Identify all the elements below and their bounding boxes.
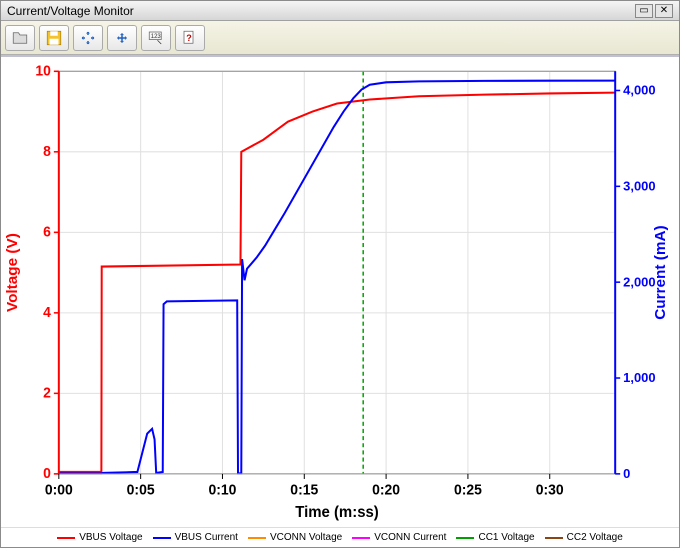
legend-item[interactable]: CC1 Voltage <box>456 532 534 543</box>
legend-label: CC1 Voltage <box>478 532 534 543</box>
svg-text:2,000: 2,000 <box>623 274 655 289</box>
svg-text:0:30: 0:30 <box>536 481 564 497</box>
toolbar: 123 ? <box>1 21 679 55</box>
svg-text:1,000: 1,000 <box>623 370 655 385</box>
legend-swatch <box>352 537 370 539</box>
close-button[interactable]: ✕ <box>655 4 673 18</box>
svg-text:0:05: 0:05 <box>127 481 155 497</box>
legend-label: VCONN Current <box>374 532 446 543</box>
open-button[interactable] <box>5 25 35 51</box>
cursor-readout-button[interactable]: 123 <box>141 25 171 51</box>
legend-label: VBUS Current <box>175 532 238 543</box>
svg-text:0:20: 0:20 <box>372 481 400 497</box>
cursor-readout-icon: 123 <box>147 29 165 47</box>
legend: VBUS Voltage VBUS Current VCONN Voltage VCO… <box>1 527 679 547</box>
legend-label: VCONN Voltage <box>270 532 342 543</box>
svg-text:8: 8 <box>43 143 51 159</box>
chart-area[interactable]: 0 2 4 6 8 10 0 1,000 2,000 3,000 4,000 0:00 0:05 0:10… <box>1 55 679 527</box>
help-icon: ? <box>181 29 199 47</box>
svg-text:123: 123 <box>151 34 162 40</box>
legend-item[interactable]: CC2 Voltage <box>545 532 623 543</box>
svg-text:0:15: 0:15 <box>290 481 318 497</box>
titlebar: Current/Voltage Monitor ▭ ✕ <box>1 1 679 21</box>
legend-swatch <box>57 537 75 539</box>
legend-swatch <box>248 537 266 539</box>
svg-text:3,000: 3,000 <box>623 178 655 193</box>
legend-item[interactable]: VBUS Voltage <box>57 532 142 543</box>
svg-text:4: 4 <box>43 304 51 320</box>
legend-item[interactable]: VBUS Current <box>153 532 238 543</box>
legend-swatch <box>545 537 563 539</box>
legend-item[interactable]: VCONN Current <box>352 532 446 543</box>
legend-item[interactable]: VCONN Voltage <box>248 532 342 543</box>
save-button[interactable] <box>39 25 69 51</box>
svg-text:6: 6 <box>43 223 51 239</box>
open-icon <box>11 29 29 47</box>
svg-text:0: 0 <box>43 465 51 481</box>
svg-text:0:25: 0:25 <box>454 481 482 497</box>
zoom-out-icon <box>79 29 97 47</box>
svg-text:10: 10 <box>35 62 51 78</box>
svg-text:Current (mA): Current (mA) <box>652 225 669 319</box>
app-window: Current/Voltage Monitor ▭ ✕ 123 ? 0 2 4 6 8 1… <box>0 0 680 548</box>
legend-swatch <box>153 537 171 539</box>
save-icon <box>45 29 63 47</box>
zoom-out-button[interactable] <box>73 25 103 51</box>
zoom-in-icon <box>113 29 131 47</box>
svg-text:0: 0 <box>623 466 630 481</box>
legend-label: CC2 Voltage <box>567 532 623 543</box>
svg-text:2: 2 <box>43 384 51 400</box>
svg-text:0:00: 0:00 <box>45 481 73 497</box>
svg-text:Voltage (V): Voltage (V) <box>4 233 21 312</box>
window-title: Current/Voltage Monitor <box>7 4 633 18</box>
svg-text:?: ? <box>186 33 192 43</box>
zoom-in-button[interactable] <box>107 25 137 51</box>
svg-text:0:10: 0:10 <box>208 481 236 497</box>
help-button[interactable]: ? <box>175 25 205 51</box>
svg-text:4,000: 4,000 <box>623 82 655 97</box>
chart-svg: 0 2 4 6 8 10 0 1,000 2,000 3,000 4,000 0:00 0:05 0:10… <box>1 57 679 527</box>
dock-button[interactable]: ▭ <box>635 4 653 18</box>
legend-label: VBUS Voltage <box>79 532 142 543</box>
legend-swatch <box>456 537 474 539</box>
svg-text:Time (m:ss): Time (m:ss) <box>295 504 379 521</box>
